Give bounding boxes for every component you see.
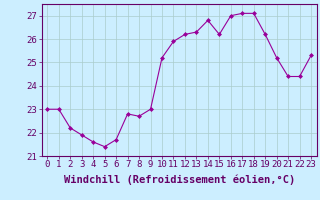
X-axis label: Windchill (Refroidissement éolien,°C): Windchill (Refroidissement éolien,°C) xyxy=(64,175,295,185)
